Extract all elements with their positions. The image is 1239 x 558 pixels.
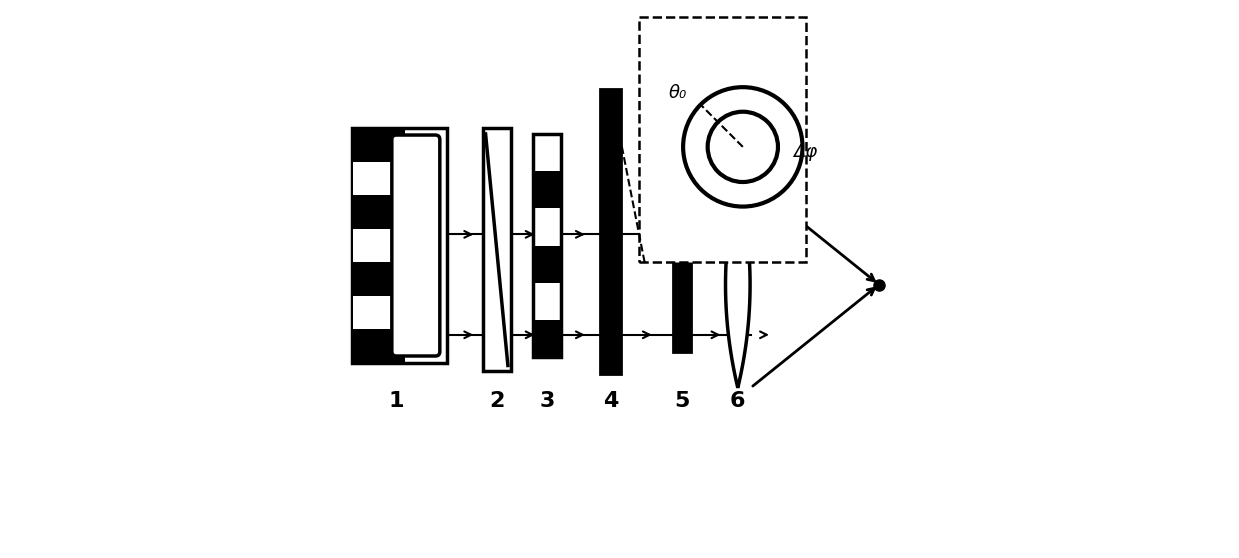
Bar — [483, 128, 510, 371]
Bar — [353, 229, 405, 262]
Bar — [533, 320, 561, 357]
Bar — [533, 283, 561, 320]
Bar — [353, 329, 405, 363]
Bar — [533, 134, 561, 171]
Text: 3: 3 — [539, 391, 555, 411]
Bar — [533, 246, 561, 283]
Bar — [533, 171, 561, 208]
Text: 2: 2 — [489, 391, 504, 411]
Bar — [639, 17, 807, 262]
Text: 4: 4 — [603, 391, 618, 411]
Bar — [353, 262, 405, 296]
Bar — [533, 134, 561, 357]
Circle shape — [707, 112, 778, 182]
Bar — [353, 162, 405, 195]
Bar — [353, 128, 405, 162]
Text: 5: 5 — [674, 391, 689, 411]
Text: 6: 6 — [730, 391, 746, 411]
Text: θ₀: θ₀ — [668, 84, 686, 102]
Text: Δφ: Δφ — [793, 143, 818, 161]
Bar — [673, 128, 691, 352]
Bar — [353, 195, 405, 229]
Circle shape — [683, 87, 803, 206]
FancyBboxPatch shape — [392, 135, 440, 356]
Text: 1: 1 — [389, 391, 404, 411]
Polygon shape — [726, 181, 750, 388]
Bar — [353, 296, 405, 329]
Bar — [352, 128, 446, 363]
Bar — [600, 89, 621, 374]
Bar — [533, 208, 561, 246]
